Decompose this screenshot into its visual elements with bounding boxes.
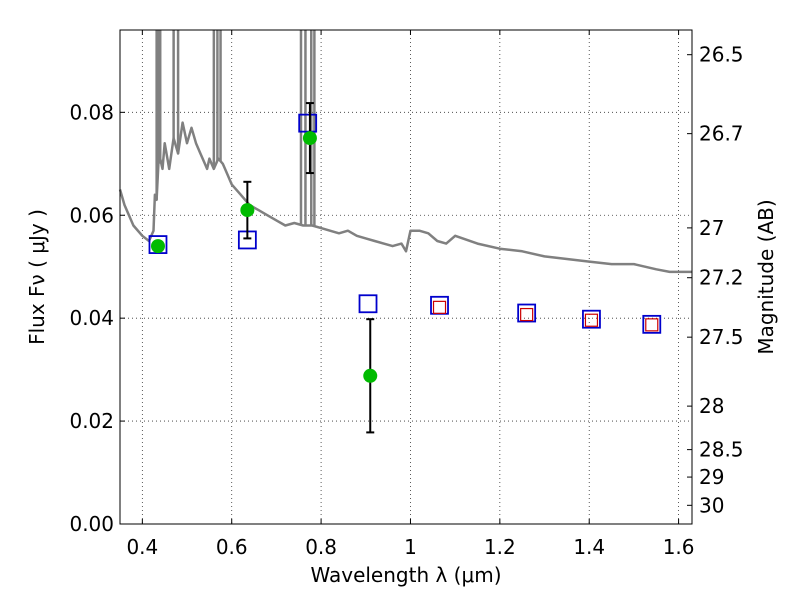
y2-axis-title: Magnitude (AB) [754,199,778,354]
x-axis-title: Wavelength λ (μm) [310,563,501,587]
observed-point [363,368,378,383]
model-square-blue [582,309,601,329]
x-tick-label: 0.6 [216,535,248,559]
y2-tick-label: 27.5 [699,325,744,349]
y2-tick-label: 28 [699,394,724,418]
y2-tick-label: 29 [699,465,724,489]
spectrum-line [118,121,692,274]
model-square-blue [358,294,378,314]
y-tick-label: 0.00 [69,512,114,536]
y2-tick-label: 28.5 [699,438,744,462]
model-square-red [432,300,447,314]
y-tick-label: 0.06 [69,203,114,227]
observed-point [240,203,255,218]
y2-tick-label: 27.2 [699,266,744,290]
observed-point [150,239,165,254]
x-tick-label: 1 [404,535,417,559]
model-square-blue [517,303,537,323]
y-tick-label: 0.02 [69,409,114,433]
y2-tick-label: 26.5 [699,43,744,67]
x-tick-label: 0.8 [305,535,337,559]
y-tick-label: 0.04 [69,306,114,330]
model-square-red [584,313,599,327]
ticks: 0.4 0.6 0.8 1 1.2 1.4 1.6 0.00 0.02 0.04 0.06 0.08 2… [69,30,744,559]
y2-tick-label: 26.7 [699,122,744,146]
x-tick-label: 1.2 [484,535,516,559]
y2-tick-label: 27 [699,216,724,240]
x-tick-label: 1.6 [663,535,695,559]
plot-area [118,30,692,434]
model-square-red [645,318,659,332]
observed-point [302,131,317,146]
model-square-red [520,307,534,322]
y-tick-label: 0.08 [69,100,114,124]
y-axis-title: Flux Fν ( μJy ) [25,209,49,345]
model-square-blue [642,314,662,334]
x-tick-label: 0.4 [126,535,158,559]
y2-tick-label: 30 [699,493,724,517]
x-tick-label: 1.4 [573,535,605,559]
plot-background [120,30,692,524]
plot-frame [119,29,693,525]
